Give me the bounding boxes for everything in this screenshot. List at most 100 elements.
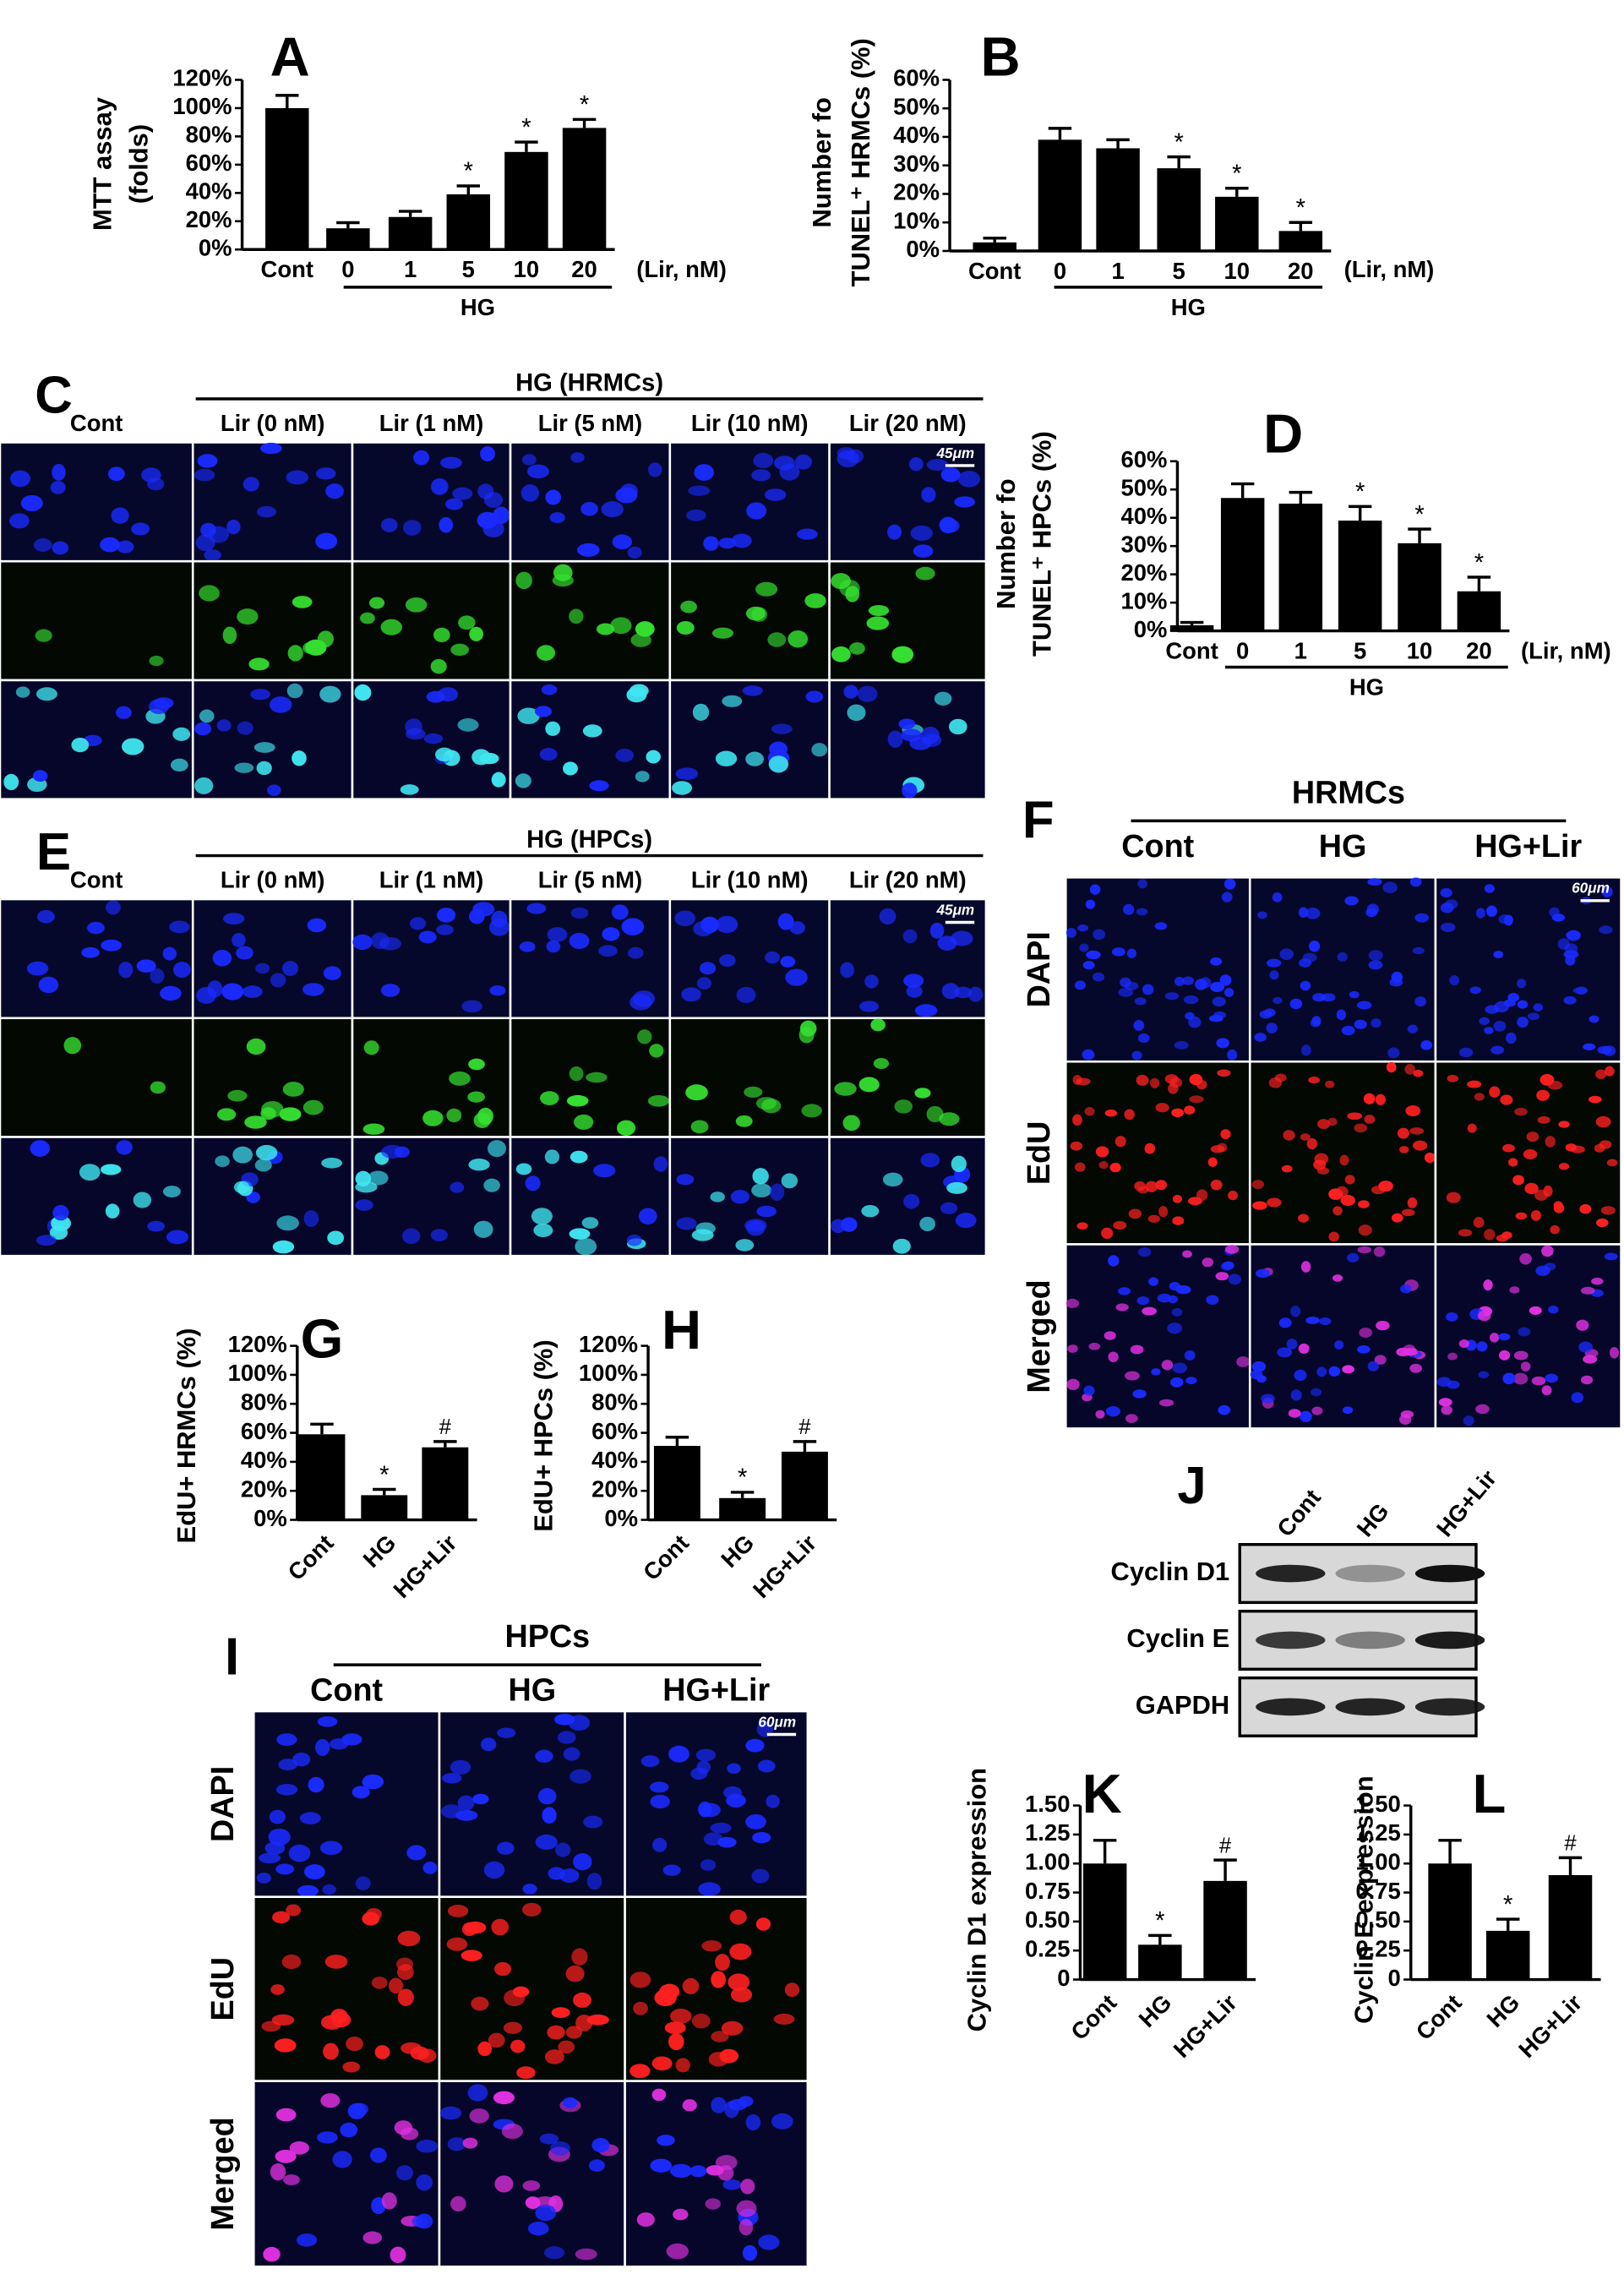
cell-nucleus: [670, 2163, 692, 2179]
cell-nucleus: [497, 1727, 516, 1738]
cell-nucleus: [289, 2141, 309, 2155]
cell-nucleus: [299, 1812, 321, 1824]
bar: [1215, 196, 1259, 251]
cell-nucleus: [752, 1168, 769, 1185]
cell-nucleus: [628, 946, 644, 959]
cell-nucleus: [1531, 1376, 1546, 1386]
x-tick-label: 20: [1466, 638, 1492, 664]
cell-nucleus: [545, 721, 561, 736]
y-tick-label: 30%: [1121, 531, 1168, 557]
panel-letter: I: [225, 1628, 239, 1686]
cell-nucleus: [32, 770, 48, 783]
cell-nucleus: [255, 1144, 278, 1161]
scale-bar-label: 45μm: [936, 444, 975, 461]
cell-nucleus: [1566, 930, 1581, 941]
cell-nucleus: [730, 1987, 753, 2003]
cell-nucleus: [1254, 1033, 1267, 1042]
y-tick-label: 20%: [591, 1475, 638, 1502]
cell-nucleus: [105, 1203, 120, 1219]
cell-nucleus: [1301, 1044, 1311, 1056]
cell-nucleus: [491, 1918, 509, 1936]
cell-nucleus: [1306, 1137, 1318, 1150]
cell-nucleus: [719, 954, 736, 968]
cell-nucleus: [1604, 1252, 1618, 1261]
cell-nucleus: [563, 2097, 578, 2108]
cell-nucleus: [320, 2093, 341, 2108]
cell-nucleus: [243, 477, 259, 492]
cell-nucleus: [1128, 1208, 1142, 1219]
cell-nucleus: [1387, 1047, 1400, 1059]
cell-nucleus: [574, 1114, 594, 1130]
cell-nucleus: [954, 496, 975, 508]
cell-nucleus: [682, 1977, 700, 1994]
cell-nucleus: [117, 540, 134, 554]
cell-nucleus: [1544, 1262, 1556, 1271]
cell-nucleus: [1290, 1389, 1302, 1401]
cell-nucleus: [278, 1759, 298, 1771]
cell-nucleus: [1210, 957, 1223, 966]
cell-nucleus: [279, 1107, 302, 1121]
cell-nucleus: [1334, 1340, 1344, 1350]
y-axis-label: EdU+ HRMCs (%): [172, 1328, 201, 1544]
cell-nucleus: [276, 1215, 299, 1231]
cell-nucleus: [315, 532, 338, 550]
cell-nucleus: [1409, 877, 1422, 887]
cell-nucleus: [1475, 1404, 1490, 1415]
cell-nucleus: [71, 737, 90, 753]
cell-nucleus: [570, 907, 589, 919]
cell-nucleus: [281, 1954, 302, 1970]
cell-nucleus: [542, 1807, 557, 1824]
cell-nucleus: [1286, 1339, 1298, 1350]
cell-nucleus: [689, 2165, 707, 2178]
cell-nucleus: [1185, 1012, 1195, 1020]
y-tick-label: 0.50: [1025, 1906, 1070, 1933]
cell-nucleus: [270, 1984, 285, 1995]
cell-nucleus: [1227, 1049, 1238, 1061]
cell-nucleus: [1312, 993, 1327, 1002]
cell-nucleus: [1136, 1295, 1150, 1306]
cell-nucleus: [685, 1084, 708, 1101]
cell-nucleus: [402, 520, 422, 536]
column-header: Lir (10 nM): [691, 410, 809, 436]
panel-letter: D: [1263, 403, 1303, 465]
y-axis-label: Cyclin E expression: [1349, 1775, 1379, 2023]
cell-nucleus: [921, 487, 936, 503]
cell-nucleus: [695, 1748, 717, 1762]
cell-nucleus: [1407, 1024, 1419, 1033]
cell-nucleus: [1484, 1229, 1496, 1241]
cell-nucleus: [672, 781, 692, 795]
cell-nucleus: [1404, 1064, 1415, 1075]
cell-nucleus: [1215, 1272, 1229, 1281]
cell-nucleus: [467, 2084, 488, 2102]
bar: [973, 242, 1016, 251]
x-tick-label: HG: [716, 1530, 759, 1573]
cell-nucleus: [272, 1240, 295, 1254]
cell-nucleus: [496, 1841, 515, 1855]
significance-marker: #: [1219, 1834, 1232, 1857]
cell-nucleus: [1571, 1392, 1584, 1404]
cell-nucleus: [673, 2208, 689, 2221]
cell-nucleus: [695, 1222, 716, 1235]
cell-nucleus: [699, 962, 717, 975]
cell-nucleus: [340, 2122, 358, 2138]
cell-nucleus: [1502, 1372, 1516, 1385]
cell-nucleus: [728, 2098, 748, 2111]
cell-nucleus: [1354, 1123, 1368, 1133]
bar: [422, 1447, 469, 1520]
cell-nucleus: [1095, 1410, 1105, 1419]
cell-nucleus: [1213, 1011, 1227, 1019]
cell-nucleus: [194, 777, 214, 794]
bar: [1485, 1930, 1530, 1980]
cell-nucleus: [1405, 1104, 1421, 1117]
group-label: HG: [1171, 294, 1206, 320]
cell-nucleus: [1344, 896, 1359, 906]
cell-nucleus: [934, 691, 952, 706]
cell-nucleus: [870, 1018, 886, 1032]
panel-letter: H: [662, 1299, 701, 1361]
cell-nucleus: [287, 645, 303, 662]
cell-nucleus: [1228, 1273, 1241, 1285]
cell-nucleus: [35, 687, 57, 701]
cell-nucleus: [629, 994, 652, 1011]
group-label: HG: [1349, 673, 1384, 700]
cell-nucleus: [516, 2066, 536, 2080]
